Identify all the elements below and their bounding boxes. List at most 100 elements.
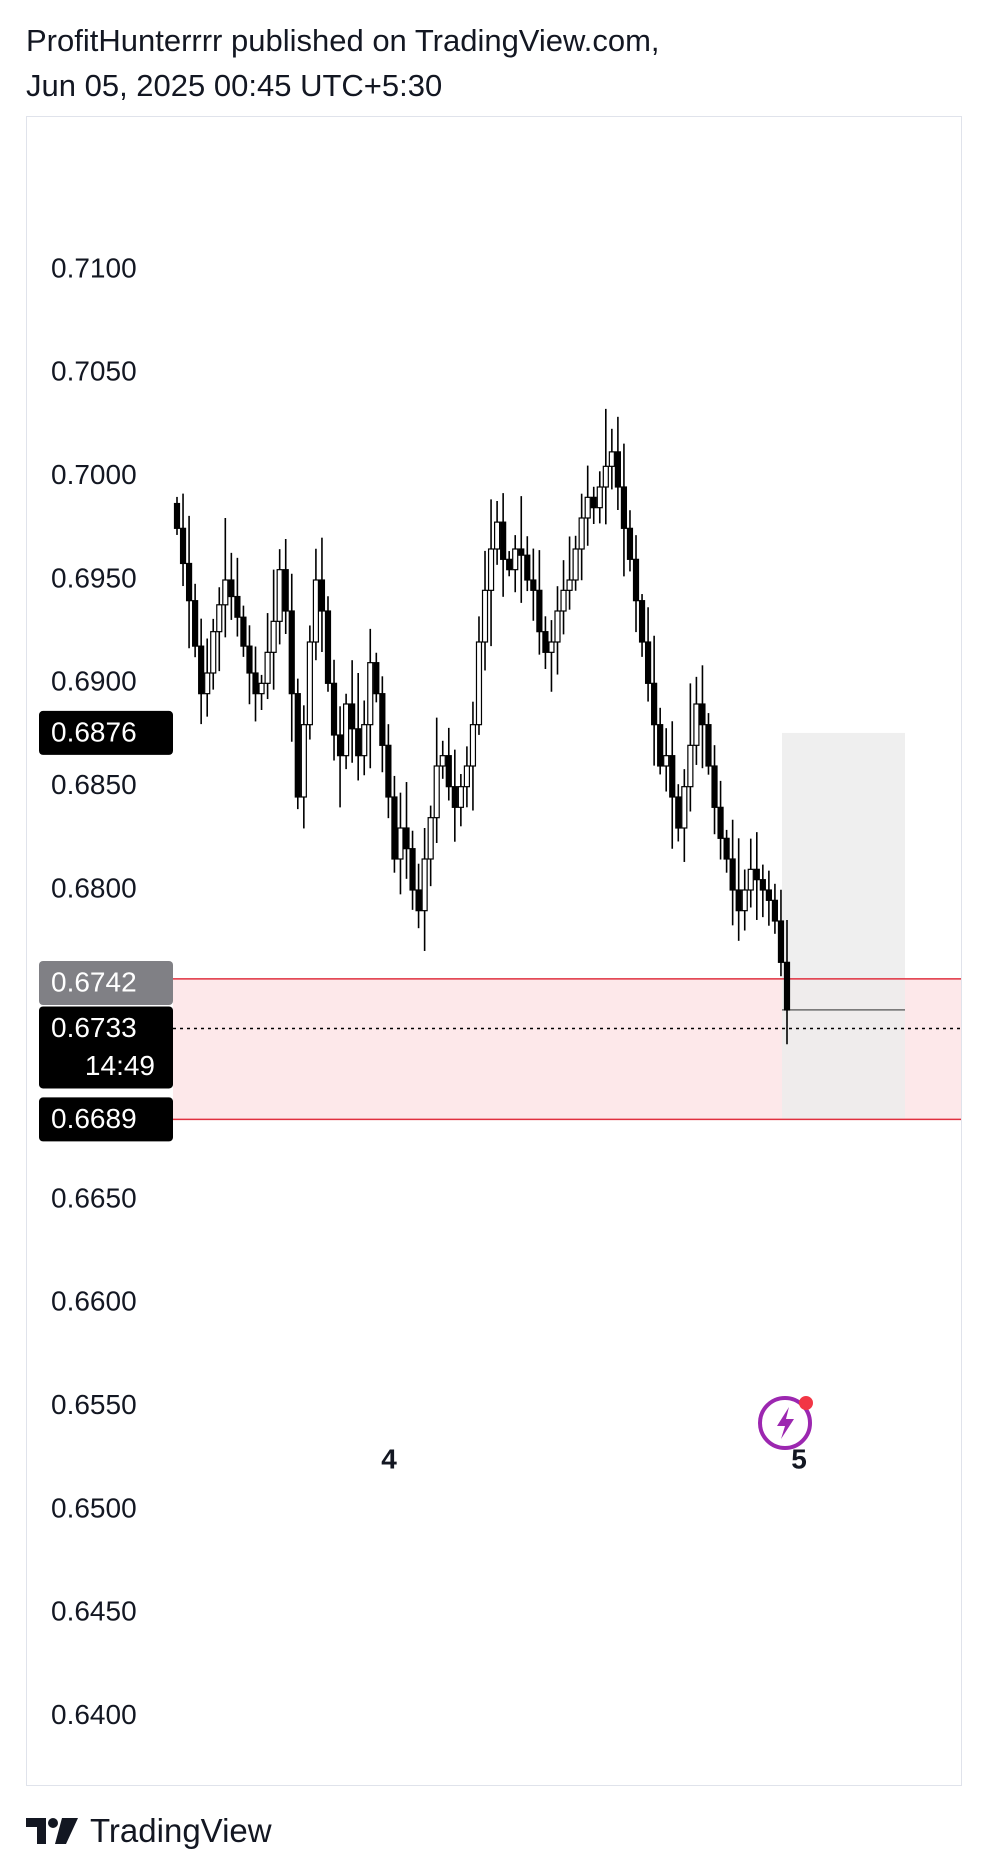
x-tick-label: 5 xyxy=(791,1443,807,1474)
candle-body xyxy=(397,827,404,860)
candle-body xyxy=(355,728,362,757)
candle-body xyxy=(276,569,283,622)
candle-body xyxy=(173,502,181,529)
candle-body xyxy=(234,595,241,618)
candle-body xyxy=(415,889,422,912)
chart-frame[interactable]: 0.7100 0.7050 0.7000 0.6950 0.6900 0.6850 0.68… xyxy=(26,116,962,1786)
candle-body xyxy=(427,817,434,860)
candle-body xyxy=(240,616,247,647)
candle-body xyxy=(300,724,307,798)
candle-body xyxy=(753,868,760,881)
candle-body xyxy=(361,724,368,757)
candle-body xyxy=(747,868,754,891)
y-tick-label: 0.6450 xyxy=(51,1596,137,1627)
candle-body xyxy=(723,837,730,860)
countdown-timer: 14:49 xyxy=(85,1050,155,1081)
candle-body xyxy=(626,527,634,560)
publisher-line: ProfitHunterrrr published on TradingView… xyxy=(26,23,660,58)
candle-body xyxy=(367,662,374,726)
candle-body xyxy=(536,589,543,633)
y-tick-label: 0.6900 xyxy=(51,666,137,697)
candle-body xyxy=(324,610,332,684)
y-tick-label: 0.6550 xyxy=(51,1389,137,1420)
candle-body xyxy=(439,755,446,767)
y-tick-label: 0.7000 xyxy=(51,459,137,490)
candle-body xyxy=(500,521,507,560)
candle-body xyxy=(222,579,229,606)
candle-body xyxy=(379,693,386,746)
candle-body xyxy=(252,672,259,695)
candle-body xyxy=(729,858,736,891)
candle-body xyxy=(409,848,416,891)
tradingview-brand: TradingView xyxy=(90,1812,272,1849)
gray-price-badge-bg xyxy=(39,961,173,1005)
candle-body xyxy=(608,451,615,467)
publish-date: Jun 05, 2025 00:45 UTC+5:30 xyxy=(26,68,443,103)
candle-body xyxy=(777,920,785,963)
y-tick-label: 0.6850 xyxy=(51,769,137,800)
candle-body xyxy=(530,579,537,591)
candle-body xyxy=(312,579,320,643)
y-tick-label: 0.6800 xyxy=(51,872,137,903)
candle-body xyxy=(693,703,700,746)
candle-body xyxy=(741,889,748,912)
candle-body xyxy=(204,672,211,695)
candle-body xyxy=(663,755,670,767)
candle-body xyxy=(590,496,597,509)
candle-body xyxy=(572,548,579,581)
candle-body xyxy=(554,610,561,643)
candle-body xyxy=(336,734,344,757)
candle-body xyxy=(481,589,489,643)
current-price-badge-bg xyxy=(39,1006,173,1089)
candle-body xyxy=(228,579,235,598)
upper-price-badge-bg xyxy=(39,710,173,755)
candle-body xyxy=(596,486,603,509)
tradingview-logo-icon xyxy=(26,1818,78,1844)
candle-body xyxy=(210,631,217,674)
candle-body xyxy=(330,682,338,736)
candle-body xyxy=(560,589,567,612)
candle-body xyxy=(457,786,464,808)
candle-body xyxy=(192,600,199,647)
candle-body xyxy=(246,645,253,674)
candle-body xyxy=(675,796,682,829)
candle-body xyxy=(343,703,350,757)
candle-body xyxy=(735,889,742,912)
candle-body xyxy=(264,651,271,684)
candle-body xyxy=(584,496,591,519)
y-tick-label: 0.6600 xyxy=(51,1286,137,1317)
candle-body xyxy=(657,724,664,767)
candle-body xyxy=(687,744,694,788)
candle-body xyxy=(391,796,398,860)
candle-body xyxy=(602,465,609,488)
price-chart[interactable]: 0.7100 0.7050 0.7000 0.6950 0.6900 0.6850 0.68… xyxy=(27,117,961,1785)
candle-body xyxy=(463,765,471,788)
candle-body xyxy=(451,786,458,808)
upper-price-badge: 0.6876 xyxy=(51,716,137,747)
publish-header: ProfitHunterrrr published on TradingView… xyxy=(26,18,660,108)
lightning-alert-icon[interactable] xyxy=(758,1396,813,1450)
candle-body xyxy=(421,858,428,912)
y-tick-label: 0.6500 xyxy=(51,1492,137,1523)
candle-body xyxy=(433,765,440,819)
candle-body xyxy=(487,548,495,591)
candle-body xyxy=(469,724,477,767)
candle-body xyxy=(493,521,501,550)
candle-body xyxy=(475,641,483,726)
x-tick-label: 4 xyxy=(381,1443,397,1474)
candle-body xyxy=(651,682,658,726)
candle-body xyxy=(717,806,724,839)
y-tick-label: 0.6950 xyxy=(51,562,137,593)
candle-body xyxy=(349,703,356,730)
candle-body xyxy=(542,631,549,653)
candle-body xyxy=(614,451,621,488)
candle-body xyxy=(632,558,640,602)
candle-body xyxy=(711,765,718,808)
lower-price-badge: 0.6689 xyxy=(51,1103,137,1134)
gray-price-badge: 0.6742 xyxy=(51,966,137,997)
candle-body xyxy=(705,724,712,767)
candle-body xyxy=(578,517,585,550)
y-tick-label: 0.7100 xyxy=(51,252,137,283)
candle-body xyxy=(385,744,392,798)
tradingview-footer[interactable]: TradingView xyxy=(26,1812,272,1850)
